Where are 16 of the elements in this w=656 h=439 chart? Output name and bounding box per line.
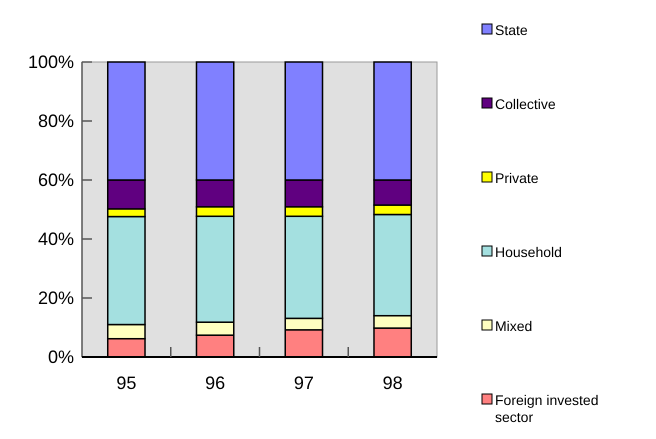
y-tick-label: 60% — [38, 170, 74, 190]
legend-label: Household — [495, 244, 562, 260]
legend-label: Private — [495, 170, 539, 186]
legend-label: Collective — [495, 96, 556, 112]
y-tick-label: 100% — [28, 52, 74, 72]
x-tick-label: 98 — [382, 373, 403, 393]
legend-label: Foreign invested sector — [495, 392, 599, 425]
x-tick-label: 96 — [205, 373, 226, 393]
x-tick-label: 95 — [116, 373, 136, 393]
legend-label: State — [495, 22, 528, 38]
y-tick-label: 0% — [48, 347, 74, 367]
legend-label: Mixed — [495, 318, 532, 334]
y-tick-label: 80% — [38, 111, 74, 131]
y-tick-label: 40% — [38, 229, 74, 249]
x-tick-label: 97 — [294, 373, 314, 393]
y-tick-label: 20% — [38, 288, 74, 308]
